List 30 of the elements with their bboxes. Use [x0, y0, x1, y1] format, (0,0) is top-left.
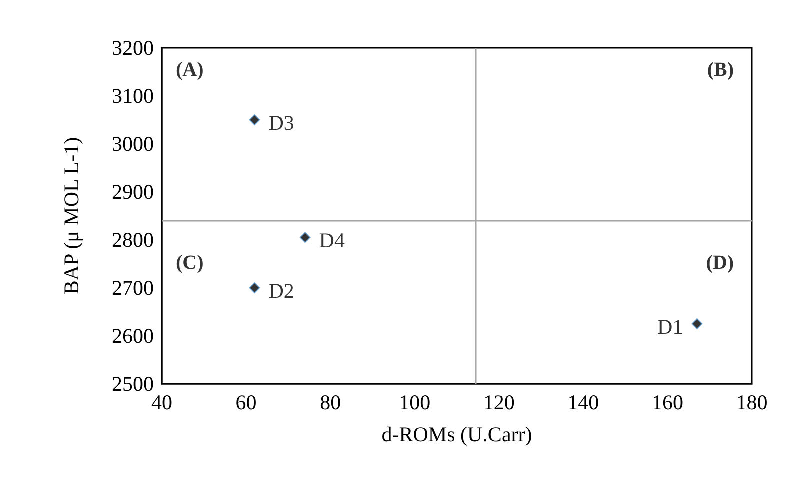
x-tick-label: 140 — [568, 390, 600, 414]
point — [692, 318, 703, 330]
x-tick-label: 180 — [736, 390, 768, 414]
x-tick-label: 100 — [399, 390, 431, 414]
y-tick-label: 2800 — [112, 228, 154, 252]
annotation: (D) — [706, 252, 734, 274]
y-tick-label: 3200 — [112, 36, 154, 60]
y-tick-label: 2600 — [112, 324, 154, 348]
x-tick-label: 120 — [483, 390, 515, 414]
y-axis-title: BAP (μ MOL L-1) — [60, 137, 84, 295]
x-tick-label: 160 — [652, 390, 684, 414]
annotation: (A) — [176, 59, 204, 81]
x-tick-label: 80 — [320, 390, 342, 414]
point — [300, 232, 311, 244]
point — [249, 282, 260, 294]
y-tick-label: 2700 — [112, 276, 154, 300]
x-axis-title: d-ROMs (U.Carr) — [382, 422, 532, 446]
annotation: D2 — [268, 279, 294, 303]
y-tick-label: 2900 — [112, 180, 154, 204]
y-tick-label: 3000 — [112, 132, 154, 156]
y-tick-label: 3100 — [112, 84, 154, 108]
annotation: (B) — [707, 59, 734, 81]
x-tick-label: 40 — [152, 390, 172, 414]
point — [249, 114, 260, 126]
annotation: (C) — [176, 252, 204, 274]
annotation: D4 — [319, 228, 346, 253]
annotation: D1 — [658, 315, 684, 339]
x-tick-label: 60 — [236, 390, 257, 414]
annotation: D3 — [268, 111, 294, 135]
y-tick-label: 2500 — [112, 372, 154, 396]
